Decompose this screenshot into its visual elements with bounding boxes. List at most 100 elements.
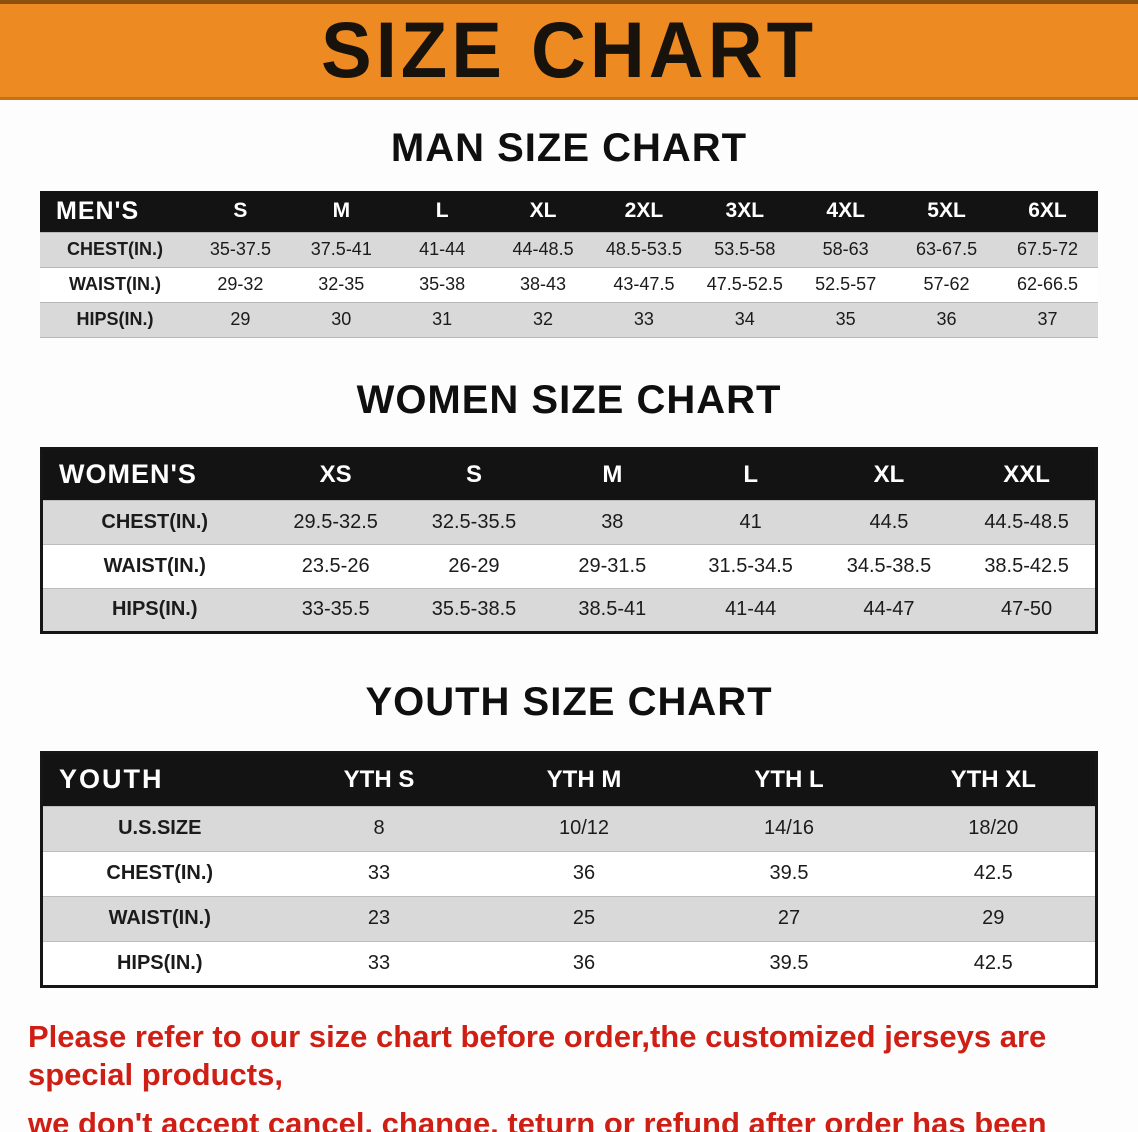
banner: SIZE CHART xyxy=(0,0,1138,100)
cell: 41 xyxy=(681,500,820,544)
disclaimer-line-2: we don't accept cancel, change, teturn o… xyxy=(28,1106,1047,1132)
header-cell: S xyxy=(190,191,291,232)
women-section-heading: WOMEN SIZE CHART xyxy=(356,377,782,422)
header-cell: XXL xyxy=(958,448,1097,500)
cell: 33 xyxy=(276,941,482,986)
row-label: WAIST(IN.) xyxy=(41,544,267,588)
cell: 52.5-57 xyxy=(795,267,897,302)
cell: 38 xyxy=(543,500,682,544)
men-table-title: MEN'S xyxy=(40,191,190,232)
youth-waist-row: WAIST(IN.) 23 25 27 29 xyxy=(41,896,1097,941)
cell: 44.5 xyxy=(819,500,959,544)
cell: 32.5-35.5 xyxy=(404,500,544,544)
header-cell: 2XL xyxy=(593,191,695,232)
row-label: HIPS(IN.) xyxy=(41,941,277,986)
men-size-table: MEN'S S M L XL 2XL 3XL 4XL 5XL 6XL CHEST… xyxy=(40,191,1098,338)
header-cell: S xyxy=(404,448,544,500)
cell: 33-35.5 xyxy=(266,588,405,632)
cell: 37 xyxy=(997,302,1098,337)
cell: 53.5-58 xyxy=(694,232,796,267)
men-section-heading: MAN SIZE CHART xyxy=(390,126,748,170)
cell: 29.5-32.5 xyxy=(266,500,405,544)
header-cell: L xyxy=(681,448,820,500)
header-cell: M xyxy=(290,191,392,232)
men-header-row: MEN'S S M L XL 2XL 3XL 4XL 5XL 6XL xyxy=(40,191,1098,232)
cell: 31 xyxy=(391,302,493,337)
cell: 67.5-72 xyxy=(997,232,1098,267)
header-cell: XL xyxy=(819,448,959,500)
cell: 42.5 xyxy=(891,941,1097,986)
women-header-row: WOMEN'S XS S M L XL XXL xyxy=(41,448,1097,500)
cell: 36 xyxy=(481,941,687,986)
youth-header-row: YOUTH YTH S YTH M YTH L YTH XL xyxy=(41,752,1097,806)
cell: 48.5-53.5 xyxy=(593,232,695,267)
youth-table-title: YOUTH xyxy=(41,752,277,806)
header-cell: YTH L xyxy=(686,752,892,806)
cell: 29-31.5 xyxy=(543,544,682,588)
cell: 38-43 xyxy=(492,267,594,302)
cell: 47.5-52.5 xyxy=(694,267,796,302)
cell: 34.5-38.5 xyxy=(819,544,959,588)
row-label: WAIST(IN.) xyxy=(40,267,190,302)
row-label: HIPS(IN.) xyxy=(41,588,267,632)
row-label: CHEST(IN.) xyxy=(40,232,190,267)
cell: 29 xyxy=(891,896,1097,941)
row-label: WAIST(IN.) xyxy=(41,896,277,941)
men-waist-row: WAIST(IN.) 29-32 32-35 35-38 38-43 43-47… xyxy=(40,267,1098,302)
cell: 26-29 xyxy=(404,544,544,588)
cell: 29-32 xyxy=(190,267,291,302)
cell: 8 xyxy=(276,806,482,851)
cell: 63-67.5 xyxy=(896,232,997,267)
header-cell: 6XL xyxy=(997,191,1098,232)
header-cell: 4XL xyxy=(795,191,897,232)
header-cell: XS xyxy=(266,448,405,500)
row-label: HIPS(IN.) xyxy=(40,302,190,337)
cell: 36 xyxy=(481,851,687,896)
cell: 18/20 xyxy=(891,806,1097,851)
cell: 34 xyxy=(694,302,796,337)
women-chest-row: CHEST(IN.) 29.5-32.5 32.5-35.5 38 41 44.… xyxy=(41,500,1097,544)
header-cell: M xyxy=(543,448,682,500)
women-section: WOMEN SIZE CHART WOMEN'S XS S M L XL XXL… xyxy=(0,338,1138,634)
cell: 32-35 xyxy=(290,267,392,302)
disclaimer-line-1: Please refer to our size chart before or… xyxy=(28,1018,1047,1093)
cell: 37.5-41 xyxy=(290,232,392,267)
cell: 35-38 xyxy=(391,267,493,302)
row-label: CHEST(IN.) xyxy=(41,500,267,544)
row-label: CHEST(IN.) xyxy=(41,851,277,896)
cell: 39.5 xyxy=(686,941,892,986)
cell: 31.5-34.5 xyxy=(681,544,820,588)
cell: 58-63 xyxy=(795,232,897,267)
men-chest-row: CHEST(IN.) 35-37.5 37.5-41 41-44 44-48.5… xyxy=(40,232,1098,267)
women-waist-row: WAIST(IN.) 23.5-26 26-29 29-31.5 31.5-34… xyxy=(41,544,1097,588)
cell: 23.5-26 xyxy=(266,544,405,588)
cell: 35-37.5 xyxy=(190,232,291,267)
men-hips-row: HIPS(IN.) 29 30 31 32 33 34 35 36 37 xyxy=(40,302,1098,337)
youth-chest-row: CHEST(IN.) 33 36 39.5 42.5 xyxy=(41,851,1097,896)
header-cell: YTH M xyxy=(481,752,687,806)
cell: 30 xyxy=(290,302,392,337)
cell: 27 xyxy=(686,896,892,941)
cell: 25 xyxy=(481,896,687,941)
page-title: SIZE CHART xyxy=(321,5,817,95)
men-section: MAN SIZE CHART MEN'S S M L XL 2XL 3XL 4X… xyxy=(0,100,1138,338)
cell: 33 xyxy=(593,302,695,337)
cell: 33 xyxy=(276,851,482,896)
disclaimer: Please refer to our size chart before or… xyxy=(28,1018,1112,1132)
cell: 41-44 xyxy=(681,588,820,632)
cell: 32 xyxy=(492,302,594,337)
cell: 47-50 xyxy=(958,588,1097,632)
cell: 38.5-42.5 xyxy=(958,544,1097,588)
youth-size-table: YOUTH YTH S YTH M YTH L YTH XL U.S.SIZE … xyxy=(40,750,1098,988)
cell: 42.5 xyxy=(891,851,1097,896)
header-cell: 5XL xyxy=(896,191,997,232)
header-cell: XL xyxy=(492,191,594,232)
cell: 38.5-41 xyxy=(543,588,682,632)
cell: 23 xyxy=(276,896,482,941)
cell: 44.5-48.5 xyxy=(958,500,1097,544)
cell: 44-47 xyxy=(819,588,959,632)
cell: 35.5-38.5 xyxy=(404,588,544,632)
youth-section: YOUTH SIZE CHART YOUTH YTH S YTH M YTH L… xyxy=(0,634,1138,988)
cell: 43-47.5 xyxy=(593,267,695,302)
cell: 62-66.5 xyxy=(997,267,1098,302)
